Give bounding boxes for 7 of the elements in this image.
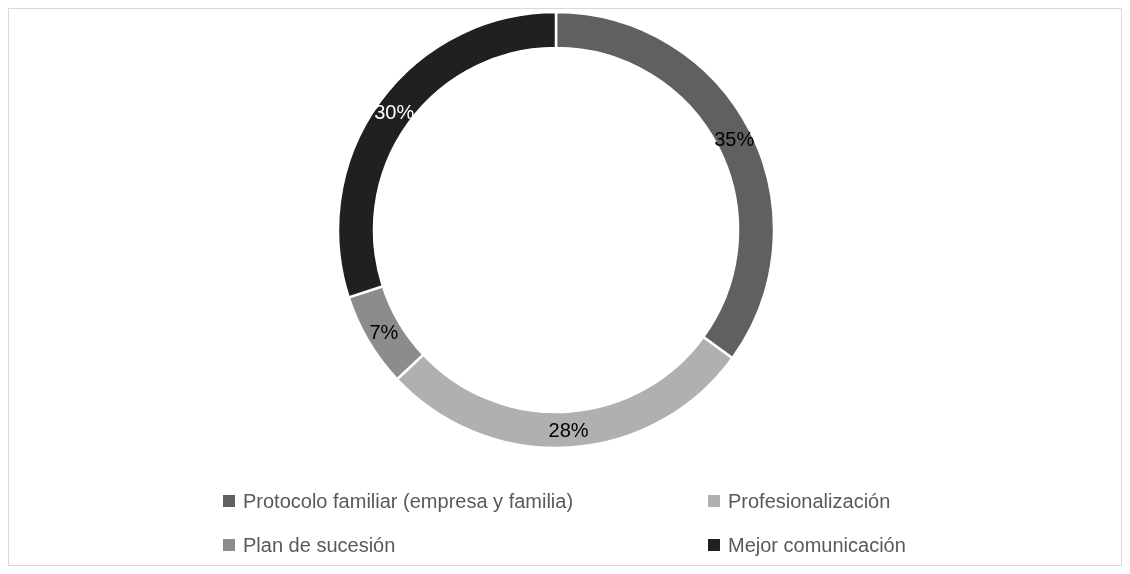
- data-label: 28%: [548, 418, 589, 441]
- legend-label: Plan de sucesión: [243, 534, 396, 556]
- legend-label: Profesionalización: [728, 490, 891, 512]
- data-label: 30%: [374, 101, 415, 124]
- legend-label: Mejor comunicación: [728, 534, 906, 556]
- legend-label: Protocolo familiar (empresa y familia): [243, 490, 574, 512]
- data-label: 7%: [369, 320, 399, 343]
